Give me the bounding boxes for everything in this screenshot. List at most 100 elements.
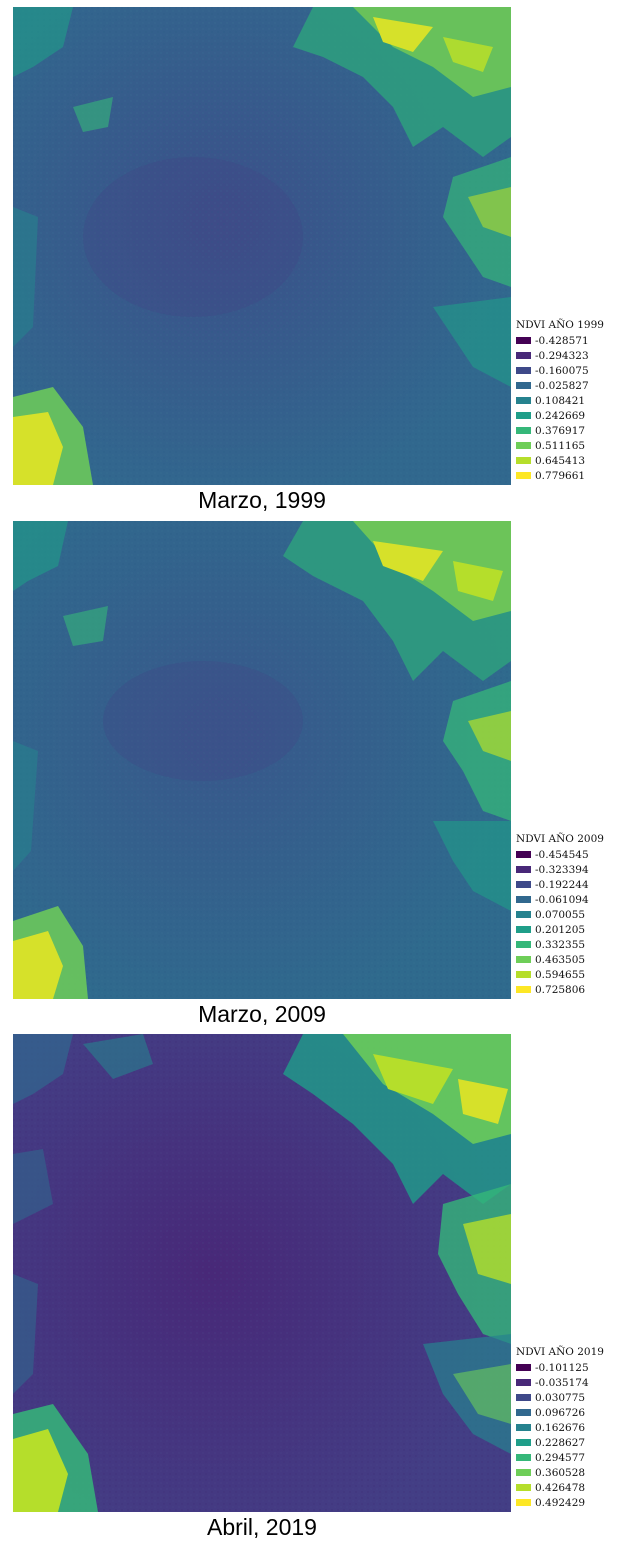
ndvi-raster-map-2019 — [13, 1034, 511, 1512]
legend-label: 0.070055 — [535, 908, 586, 921]
legend-swatch — [516, 986, 531, 993]
legend-1999: NDVI AÑO 1999 -0.428571 -0.294323 -0.160… — [516, 318, 621, 483]
legend-swatch — [516, 1379, 531, 1386]
legend-label: 0.645413 — [535, 454, 586, 467]
legend-title: NDVI AÑO 2009 — [516, 833, 604, 845]
legend-item: -0.101125 — [516, 1360, 621, 1375]
legend-swatch — [516, 1454, 531, 1461]
legend-title: NDVI AÑO 2019 — [516, 1346, 604, 1358]
legend-label: 0.492429 — [535, 1496, 586, 1509]
legend-swatch — [516, 352, 531, 359]
legend-item: -0.323394 — [516, 862, 621, 877]
legend-label: -0.192244 — [535, 878, 589, 891]
legend-swatch — [516, 397, 531, 404]
legend-swatch — [516, 1424, 531, 1431]
legend-item: -0.160075 — [516, 363, 621, 378]
map-caption: Abril, 2019 — [207, 1514, 317, 1540]
legend-swatch — [516, 1409, 531, 1416]
legend-label: 0.030775 — [535, 1391, 586, 1404]
legend-label: 0.594655 — [535, 968, 586, 981]
legend-title: NDVI AÑO 1999 — [516, 319, 604, 331]
legend-swatch — [516, 382, 531, 389]
legend-item: 0.492429 — [516, 1495, 621, 1510]
legend-2009: NDVI AÑO 2009 -0.454545 -0.323394 -0.192… — [516, 832, 621, 997]
legend-item: 0.108421 — [516, 393, 621, 408]
vegetation-nw — [13, 521, 68, 591]
legend-label: -0.323394 — [535, 863, 589, 876]
legend-item: 0.426478 — [516, 1480, 621, 1495]
legend-swatch — [516, 971, 531, 978]
legend-label: -0.101125 — [535, 1361, 589, 1374]
legend-swatch — [516, 1364, 531, 1371]
legend-item: 0.511165 — [516, 438, 621, 453]
legend-item: 0.360528 — [516, 1465, 621, 1480]
legend-swatch — [516, 412, 531, 419]
legend-item: -0.035174 — [516, 1375, 621, 1390]
legend-label: -0.454545 — [535, 848, 589, 861]
legend-item: -0.428571 — [516, 333, 621, 348]
legend-label: -0.294323 — [535, 349, 589, 362]
legend-item: 0.294577 — [516, 1450, 621, 1465]
ndvi-raster-map-2009 — [13, 521, 511, 999]
legend-swatch — [516, 1394, 531, 1401]
legend-swatch — [516, 337, 531, 344]
legend-item: 0.242669 — [516, 408, 621, 423]
legend-swatch — [516, 941, 531, 948]
legend-label: -0.061094 — [535, 893, 589, 906]
legend-label: 0.294577 — [535, 1451, 586, 1464]
legend-label: 0.201205 — [535, 923, 586, 936]
legend-item: 0.070055 — [516, 907, 621, 922]
legend-label: -0.035174 — [535, 1376, 589, 1389]
legend-swatch — [516, 442, 531, 449]
legend-label: 0.162676 — [535, 1421, 586, 1434]
legend-item: 0.779661 — [516, 468, 621, 483]
legend-label: 0.779661 — [535, 469, 586, 482]
legend-swatch — [516, 1484, 531, 1491]
legend-item: 0.594655 — [516, 967, 621, 982]
legend-item: 0.030775 — [516, 1390, 621, 1405]
legend-label: 0.463505 — [535, 953, 586, 966]
ndvi-raster-map-1999 — [13, 7, 511, 485]
legend-swatch — [516, 851, 531, 858]
legend-item: 0.228627 — [516, 1435, 621, 1450]
legend-swatch — [516, 1439, 531, 1446]
map-caption: Marzo, 2009 — [198, 1001, 326, 1027]
vegetation-nw — [13, 7, 73, 77]
legend-label: 0.511165 — [535, 439, 586, 452]
legend-item: 0.332355 — [516, 937, 621, 952]
legend-item: 0.201205 — [516, 922, 621, 937]
legend-swatch — [516, 911, 531, 918]
legend-item: 0.376917 — [516, 423, 621, 438]
legend-swatch — [516, 956, 531, 963]
legend-label: -0.025827 — [535, 379, 589, 392]
legend-item: -0.294323 — [516, 348, 621, 363]
legend-swatch — [516, 457, 531, 464]
vegetation-east — [443, 157, 511, 287]
legend-label: 0.096726 — [535, 1406, 586, 1419]
legend-label: -0.160075 — [535, 364, 589, 377]
legend-label: 0.332355 — [535, 938, 586, 951]
legend-item: 0.725806 — [516, 982, 621, 997]
legend-item: 0.162676 — [516, 1420, 621, 1435]
legend-swatch — [516, 896, 531, 903]
legend-swatch — [516, 926, 531, 933]
legend-swatch — [516, 472, 531, 479]
map-caption: Marzo, 1999 — [198, 487, 326, 513]
legend-label: -0.428571 — [535, 334, 589, 347]
legend-label: 0.376917 — [535, 424, 586, 437]
legend-swatch — [516, 881, 531, 888]
legend-item: 0.096726 — [516, 1405, 621, 1420]
legend-label: 0.725806 — [535, 983, 586, 996]
legend-label: 0.426478 — [535, 1481, 586, 1494]
legend-item: -0.025827 — [516, 378, 621, 393]
legend-item: -0.061094 — [516, 892, 621, 907]
legend-label: 0.108421 — [535, 394, 586, 407]
legend-label: 0.242669 — [535, 409, 586, 422]
legend-swatch — [516, 367, 531, 374]
vegetation-nw — [13, 1034, 73, 1104]
legend-swatch — [516, 1469, 531, 1476]
legend-2019: NDVI AÑO 2019 -0.101125 -0.035174 0.0307… — [516, 1345, 621, 1510]
legend-label: 0.228627 — [535, 1436, 586, 1449]
legend-item: -0.192244 — [516, 877, 621, 892]
legend-label: 0.360528 — [535, 1466, 586, 1479]
